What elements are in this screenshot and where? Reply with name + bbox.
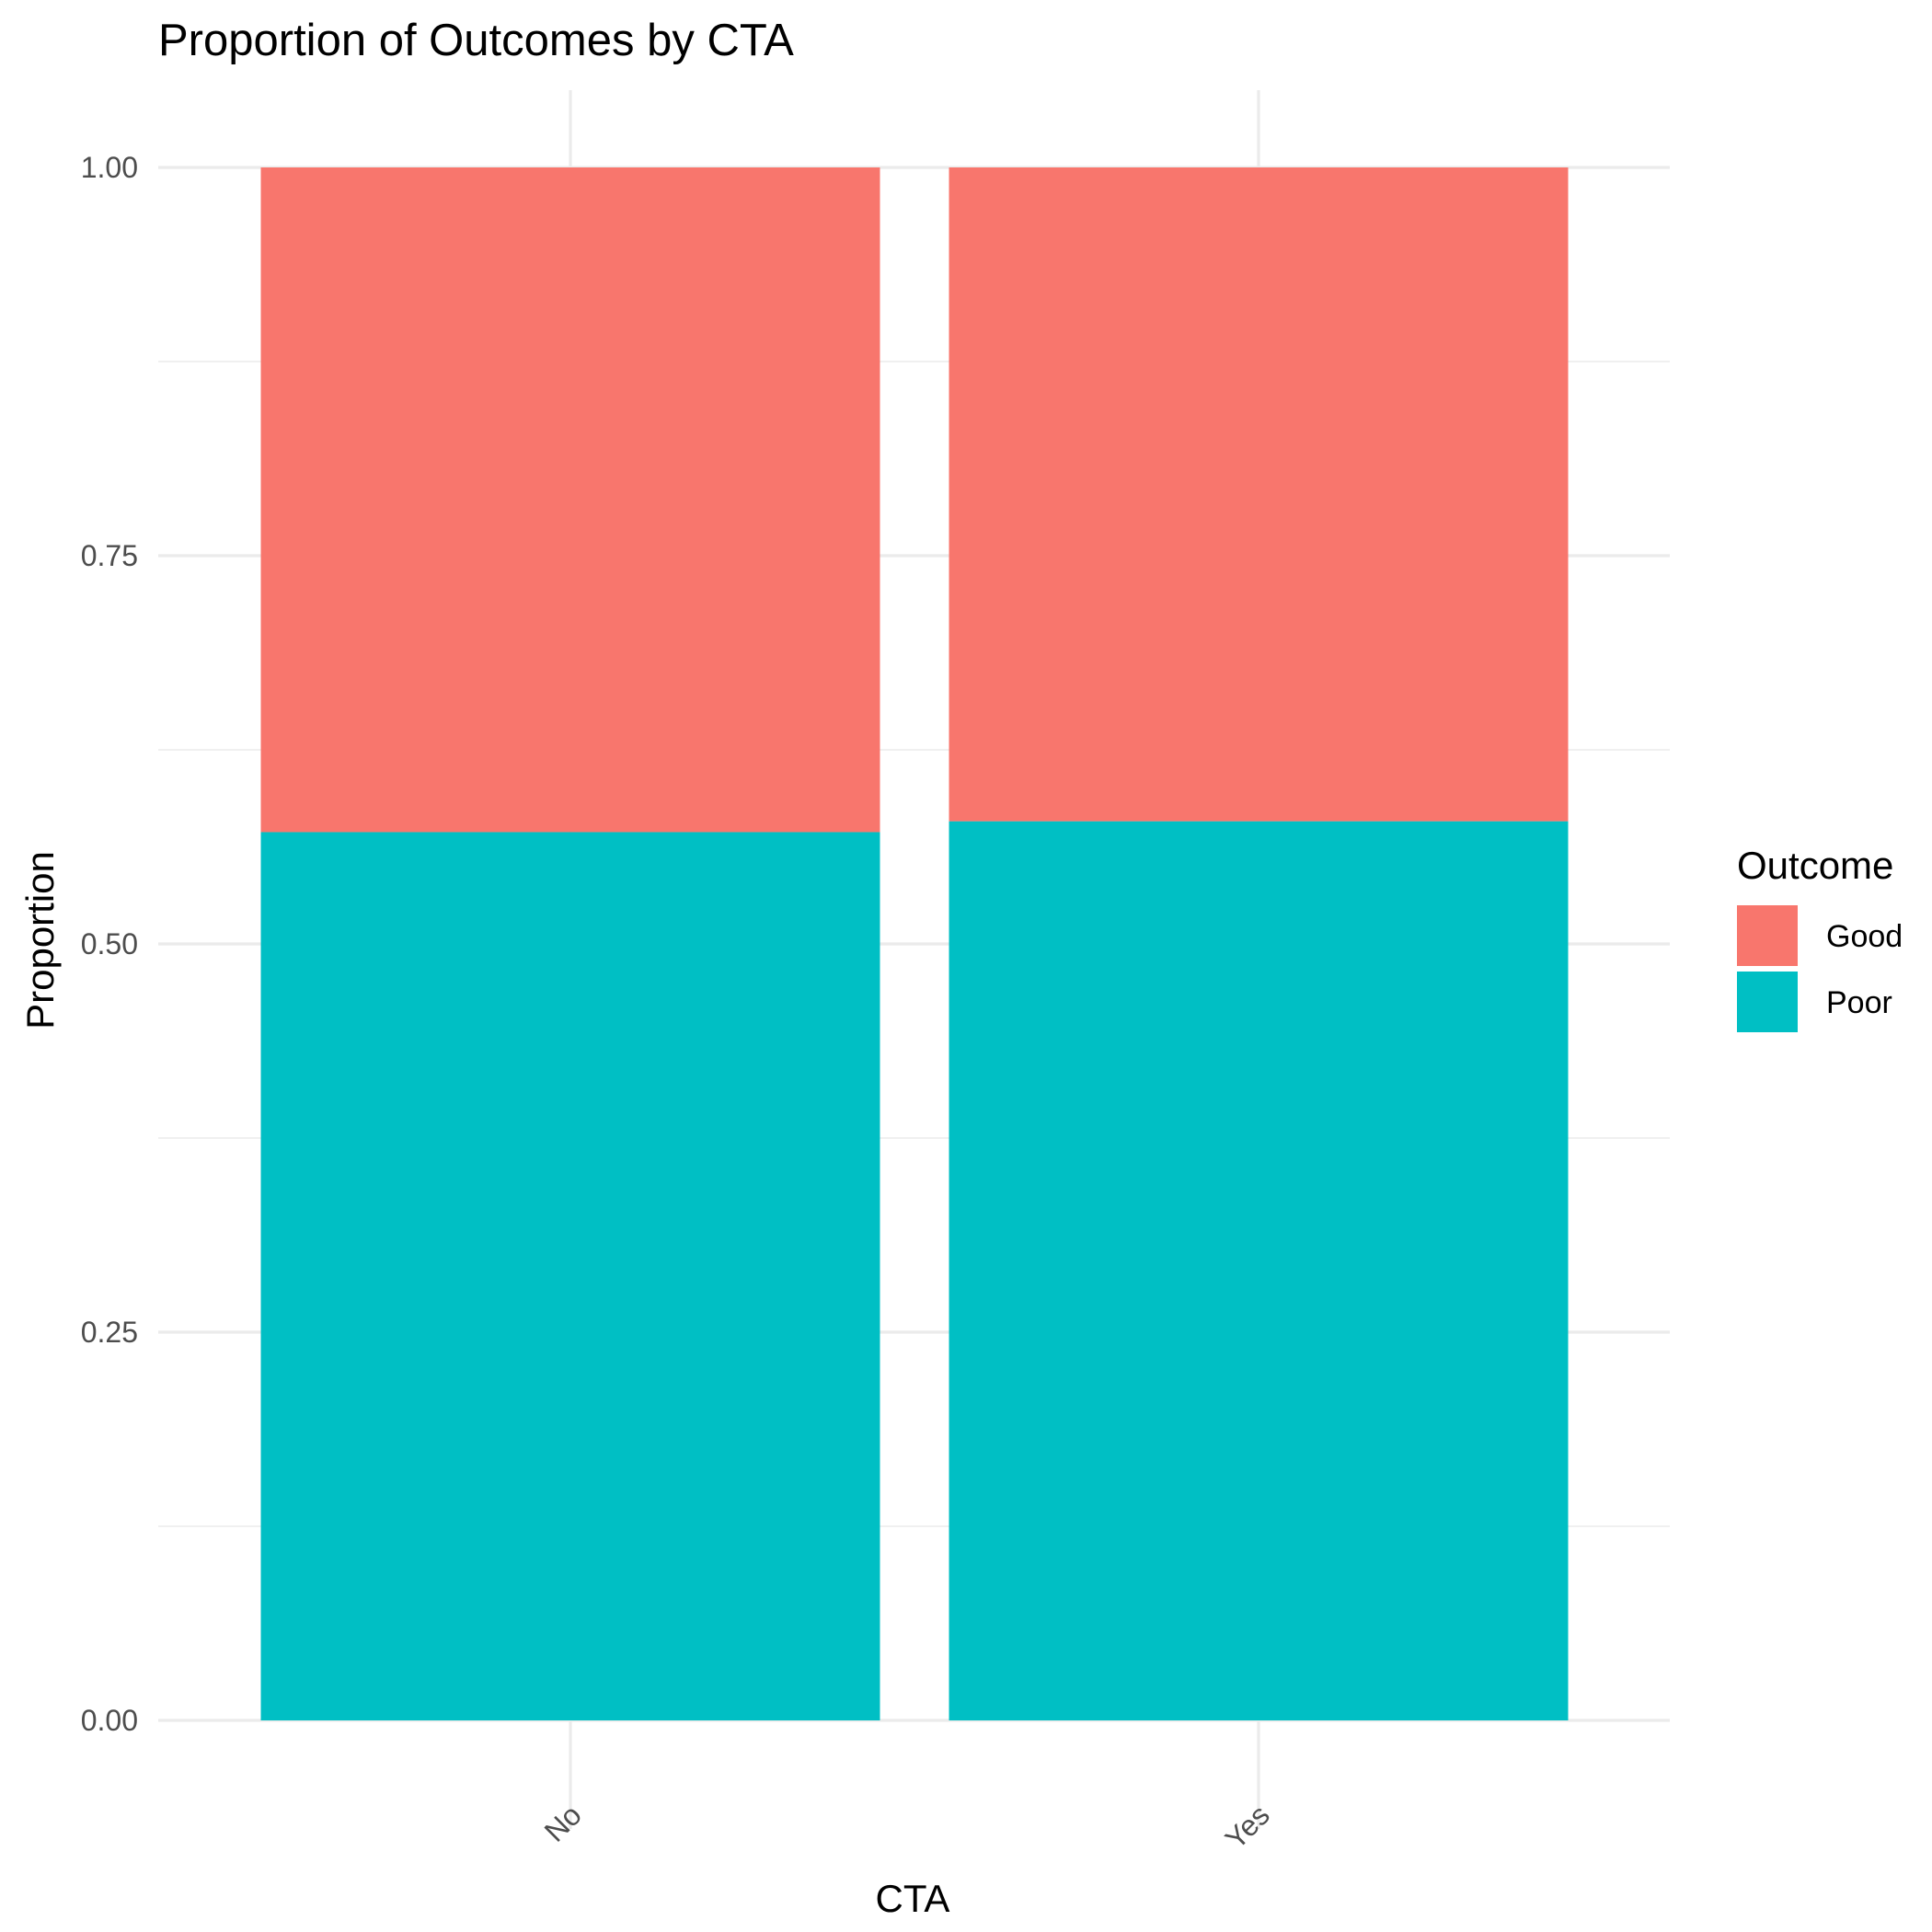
legend-label-poor: Poor: [1826, 985, 1892, 1020]
x-tick-label: No: [538, 1798, 588, 1847]
bar-no-poor: [260, 832, 880, 1720]
y-tick-label: 0.25: [81, 1316, 138, 1349]
legend-title: Outcome: [1737, 844, 1893, 887]
bars: [260, 167, 1569, 1720]
y-tick-label: 1.00: [81, 151, 138, 184]
bar-no-good: [260, 167, 880, 833]
y-tick-label: 0.75: [81, 539, 138, 572]
x-axis-title: CTA: [876, 1877, 950, 1920]
legend-label-good: Good: [1826, 919, 1903, 954]
bar-yes-good: [949, 167, 1569, 822]
y-axis-ticks: 0.00 0.25 0.50 0.75 1.00: [81, 151, 138, 1737]
legend-entries: Good Poor: [1737, 905, 1903, 1032]
legend-key-good: [1737, 905, 1798, 966]
legend: Outcome Good Poor: [1737, 844, 1903, 1032]
y-tick-label: 0.00: [81, 1704, 138, 1737]
x-tick-label: Yes: [1219, 1798, 1276, 1855]
y-axis-title: Proportion: [18, 851, 62, 1029]
legend-key-poor: [1737, 972, 1798, 1032]
x-axis-ticks: No Yes: [538, 1798, 1276, 1855]
y-tick-label: 0.50: [81, 927, 138, 960]
chart-title: Proportion of Outcomes by CTA: [158, 16, 794, 65]
bar-yes-poor: [949, 821, 1569, 1720]
